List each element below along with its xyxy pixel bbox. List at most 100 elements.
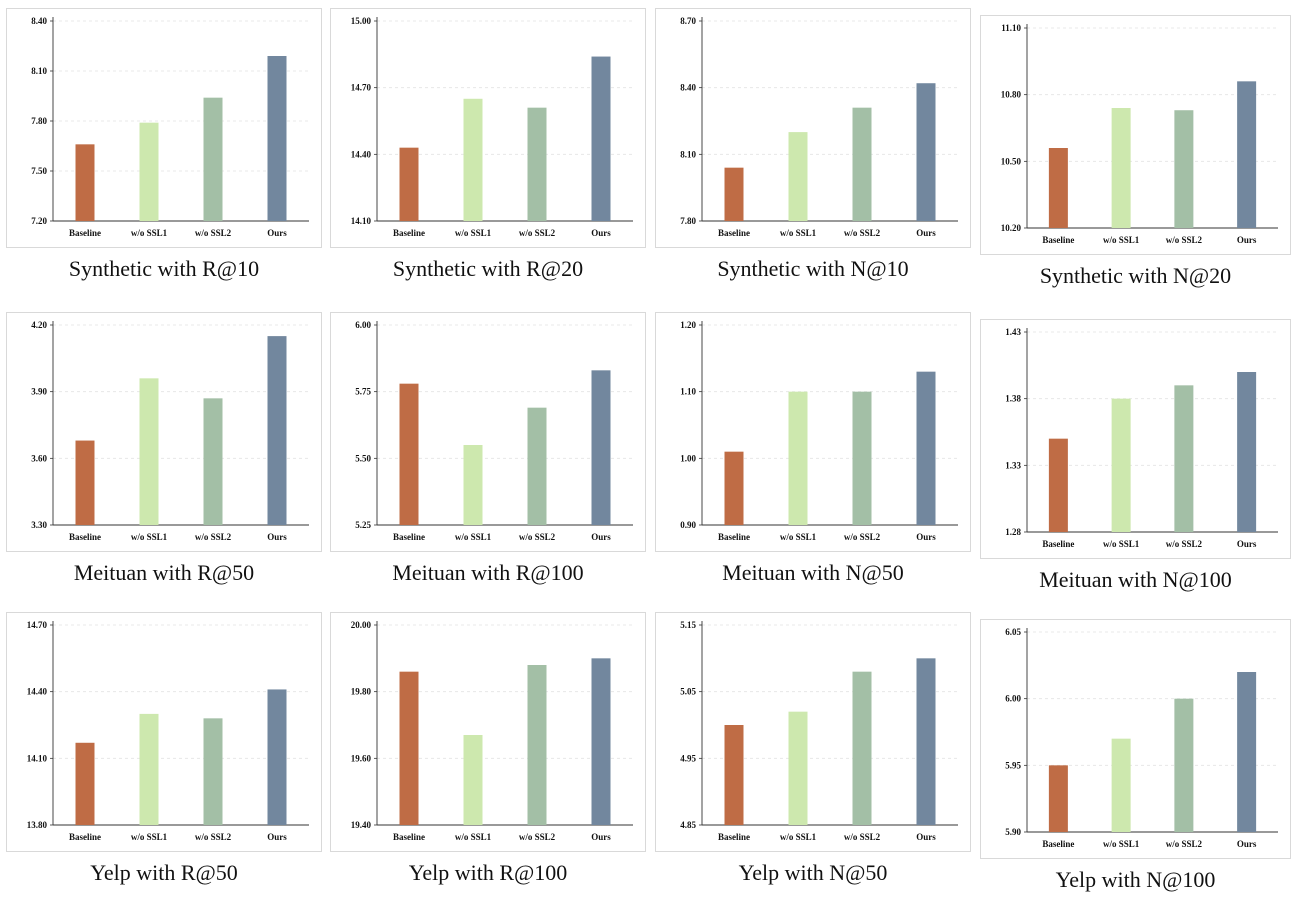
chart-frame: 13.80 14.10 14.40 14.70 Baseline w/o SSL1 w/o …	[6, 612, 322, 852]
y-tick-label: 7.80	[680, 216, 696, 226]
bar	[1111, 738, 1131, 832]
y-tick-label: 8.70	[680, 16, 696, 26]
bar	[724, 167, 744, 221]
y-tick-label: 1.20	[680, 320, 696, 330]
bar	[267, 689, 287, 825]
y-tick-label: 5.75	[355, 387, 371, 397]
y-tick-label: 14.40	[351, 149, 372, 159]
chart-panel: 10.20 10.50 10.80 11.10 Baseline w/o SSL1 w/o …	[980, 15, 1291, 295]
bar	[527, 407, 547, 525]
x-category-label: Baseline	[393, 228, 425, 238]
x-category-label: w/o SSL2	[844, 832, 881, 842]
chart-panel: 0.90 1.00 1.10 1.20 Baseline w/o SSL1 w/o SSL2…	[655, 312, 971, 592]
bar	[1237, 672, 1257, 832]
chart-caption: Synthetic with N@20	[1039, 263, 1232, 288]
bar	[267, 336, 287, 525]
chart-caption: Meituan with N@50	[722, 560, 904, 585]
y-tick-label: 6.00	[1005, 694, 1021, 704]
x-category-label: w/o SSL2	[519, 832, 556, 842]
y-tick-label: 11.10	[1001, 23, 1021, 33]
y-tick-label: 5.05	[680, 687, 696, 697]
x-category-label: Ours	[267, 832, 287, 842]
bar	[267, 56, 287, 221]
x-category-label: Baseline	[1042, 839, 1074, 849]
y-tick-label: 10.80	[1001, 90, 1022, 100]
y-tick-label: 14.10	[27, 753, 48, 763]
x-category-label: w/o SSL2	[1166, 839, 1203, 849]
bar-chart: 3.30 3.60 3.90 4.20 Baseline w/o SSL1 w/o SSL2…	[31, 320, 309, 542]
y-tick-label: 13.80	[27, 820, 48, 830]
y-tick-label: 1.33	[1005, 460, 1021, 470]
bar-chart: 4.85 4.95 5.05 5.15 Baseline w/o SSL1 w/o SSL2…	[680, 620, 958, 842]
x-category-label: Baseline	[718, 228, 750, 238]
bar	[1048, 438, 1068, 532]
y-tick-label: 1.28	[1005, 527, 1021, 537]
bar	[852, 107, 872, 221]
x-category-label: w/o SSL2	[844, 228, 881, 238]
x-category-label: w/o SSL1	[780, 532, 817, 542]
x-category-label: w/o SSL1	[1103, 839, 1140, 849]
chart-panel: 19.40 19.60 19.80 20.00 Baseline w/o SSL1 w/o …	[330, 612, 646, 892]
y-tick-label: 14.10	[351, 216, 372, 226]
y-tick-label: 1.38	[1005, 394, 1021, 404]
y-tick-label: 4.95	[680, 753, 696, 763]
chart-caption: Meituan with R@100	[392, 560, 584, 585]
bar-chart: 13.80 14.10 14.40 14.70 Baseline w/o SSL1 w/o …	[27, 620, 309, 842]
y-tick-label: 19.60	[351, 753, 372, 763]
y-tick-label: 14.40	[27, 687, 48, 697]
x-category-label: Baseline	[718, 532, 750, 542]
x-category-label: Ours	[591, 228, 611, 238]
y-tick-label: 14.70	[351, 83, 372, 93]
x-category-label: w/o SSL1	[1103, 235, 1140, 245]
y-tick-label: 3.90	[31, 387, 47, 397]
x-category-label: Baseline	[1042, 235, 1074, 245]
bar	[463, 445, 483, 525]
bar	[527, 665, 547, 825]
x-category-label: w/o SSL1	[1103, 539, 1140, 549]
chart-frame: 14.10 14.40 14.70 15.00 Baseline w/o SSL1 w/o …	[330, 8, 646, 248]
chart-caption: Synthetic with R@20	[392, 256, 584, 281]
bar	[916, 83, 936, 221]
bar	[139, 713, 159, 825]
y-tick-label: 19.80	[351, 687, 372, 697]
x-category-label: Ours	[267, 532, 287, 542]
chart-panel: 5.90 5.95 6.00 6.05 Baseline w/o SSL1 w/o SSL2…	[980, 619, 1291, 899]
y-tick-label: 4.85	[680, 820, 696, 830]
chart-caption: Yelp with N@100	[1055, 867, 1216, 892]
y-tick-label: 7.80	[31, 116, 47, 126]
bar	[1174, 385, 1194, 532]
y-tick-label: 1.10	[680, 387, 696, 397]
chart-panel: 5.25 5.50 5.75 6.00 Baseline w/o SSL1 w/o SSL2…	[330, 312, 646, 592]
chart-frame: 7.20 7.50 7.80 8.10 8.40 Baseline w/o SSL1 w/o …	[6, 8, 322, 248]
y-tick-label: 4.20	[31, 320, 47, 330]
bar	[1237, 372, 1257, 532]
bar	[463, 98, 483, 221]
y-tick-label: 5.25	[355, 520, 371, 530]
x-category-label: w/o SSL1	[455, 832, 492, 842]
bar	[591, 56, 611, 221]
chart-panel: 13.80 14.10 14.40 14.70 Baseline w/o SSL1 w/o …	[6, 612, 322, 892]
x-category-label: Ours	[916, 532, 936, 542]
bar	[139, 122, 159, 221]
y-tick-label: 8.40	[31, 16, 47, 26]
x-category-label: w/o SSL2	[519, 228, 556, 238]
bar	[724, 451, 744, 525]
y-tick-label: 5.50	[355, 453, 371, 463]
bar	[1174, 110, 1194, 228]
bar	[591, 370, 611, 525]
chart-panel: 14.10 14.40 14.70 15.00 Baseline w/o SSL1 w/o …	[330, 8, 646, 288]
y-tick-label: 20.00	[351, 620, 372, 630]
x-category-label: Ours	[1237, 539, 1257, 549]
x-category-label: Ours	[1237, 839, 1257, 849]
y-tick-label: 7.20	[31, 216, 47, 226]
bar-chart: 0.90 1.00 1.10 1.20 Baseline w/o SSL1 w/o SSL2…	[680, 320, 958, 542]
bar	[591, 658, 611, 825]
bar	[852, 671, 872, 825]
x-category-label: Baseline	[69, 832, 101, 842]
y-tick-label: 14.70	[27, 620, 48, 630]
y-tick-label: 6.00	[355, 320, 371, 330]
y-tick-label: 5.15	[680, 620, 696, 630]
x-category-label: Ours	[267, 228, 287, 238]
x-category-label: Ours	[591, 532, 611, 542]
y-tick-label: 6.05	[1005, 627, 1021, 637]
